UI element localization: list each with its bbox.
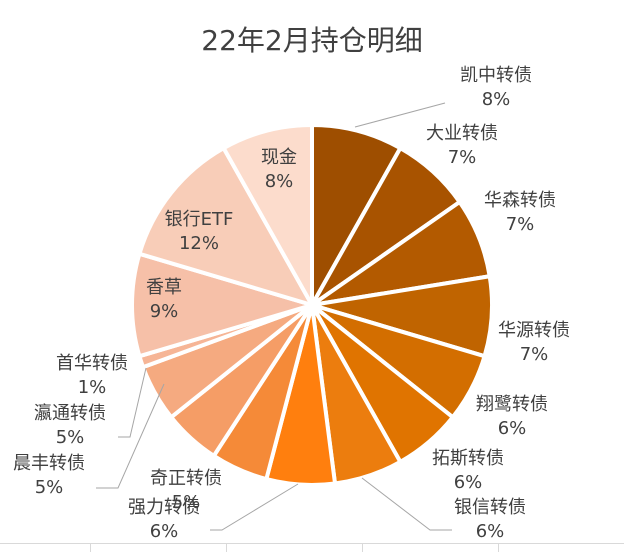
slice-name-label: 现金 [261,147,297,168]
slice-name-label: 强力转债 [128,497,200,518]
slice-percent-label: 12% [179,233,219,254]
slice-name-label: 华源转债 [498,320,570,341]
slice-name-label: 拓斯转债 [432,448,504,469]
slice-name-label: 首华转债 [56,353,128,374]
slice-labels: 凯中转债 8% 大业转债 7% 华森转债 7% 华源转债 7% 翔鹭转债 6% 拓斯转债 6% 银信转债… [13,65,570,542]
slice-percent-label: 6% [454,472,483,493]
bottom-rule [0,543,624,552]
leader-lines [96,102,452,531]
slice-percent-label: 6% [498,418,527,439]
leader-line [96,383,165,489]
pie-slices [130,123,494,487]
slice-percent-label: 5% [56,427,85,448]
pie-slice [137,146,314,307]
slice-percent-label: 8% [482,89,511,110]
pie-slice [221,123,314,307]
leader-line [354,102,446,128]
slice-percent-label: 6% [476,521,505,542]
slice-percent-label: 9% [150,301,179,322]
slice-percent-label: 7% [520,344,549,365]
slice-name-label: 大业转债 [426,123,498,144]
leader-line [118,367,147,438]
pie-slice [130,251,314,359]
slice-name-label: 瀛通转债 [34,402,106,424]
slice-percent-label: 1% [78,377,107,398]
slice-name-label: 银信转债 [454,497,526,518]
slice-name-label: 翔鹭转债 [476,394,548,415]
slice-name-label: 晨丰转债 [13,453,85,474]
slice-percent-label: 7% [448,147,477,168]
slice-percent-label: 6% [150,521,179,542]
leader-line [210,483,299,531]
slice-name-label: 华森转债 [484,190,556,211]
chart-title: 22年2月持仓明细 [201,24,422,57]
slice-name-label: 凯中转债 [460,65,532,86]
slice-name-label: 奇正转债 [150,468,222,489]
leader-line [361,477,452,531]
slice-percent-label: 8% [265,171,294,192]
slice-name-label: 银行ETF [165,209,234,230]
slice-percent-label: 7% [506,214,535,235]
slice-name-label: 香草 [146,277,182,298]
slice-percent-label: 5% [172,492,201,513]
slice-percent-label: 5% [35,477,64,498]
